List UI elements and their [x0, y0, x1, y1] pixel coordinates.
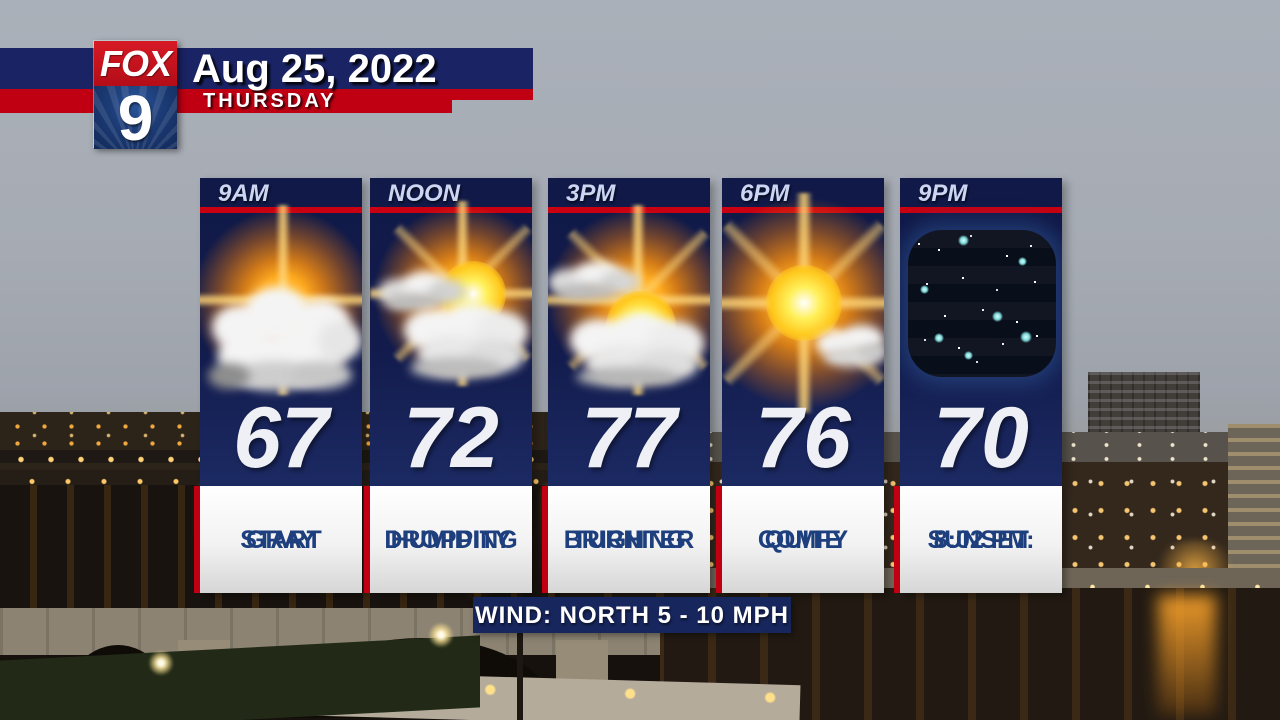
date-banner [0, 48, 533, 89]
partly-sunny-icon [548, 178, 710, 435]
day-banner [0, 89, 452, 113]
temperature: 77 [581, 390, 677, 486]
temperature: 76 [755, 390, 851, 486]
forecast-panel: 9AM 67 [200, 178, 362, 486]
fox9-logo: FOX 9 [93, 40, 177, 149]
clear-night-icon [900, 213, 1062, 391]
forecast-day: THURSDAY [203, 90, 337, 112]
forecast-panel: 3PM 77 [548, 178, 710, 486]
wind-bar: WIND: NORTH 5 - 10 MPH [473, 597, 791, 633]
channel-number: 9 [117, 86, 154, 149]
fox-wordmark: FOX [99, 42, 172, 84]
caption-line: GRAY [246, 525, 316, 554]
forecast-column-noon: NOON 72 DROPPING HUMIDITY [364, 178, 532, 593]
forecast-panel: 9PM 70 [900, 178, 1062, 486]
caption-box: QUITE COMFY [716, 486, 884, 593]
caption-box: SUNSET: 8:02 PM [894, 486, 1062, 593]
caption-box: TURNING BRIGHTER [542, 486, 710, 593]
forecast-panel: NOON 72 [370, 178, 532, 486]
fox-logo-bottom: 9 [94, 86, 177, 149]
mostly-sunny-icon [722, 178, 884, 459]
caption-line: QUITE [764, 525, 842, 554]
divider-line [900, 207, 1062, 213]
caption-line: START [240, 525, 322, 554]
mostly-cloudy-icon [200, 205, 362, 395]
partly-sunny-icon [370, 178, 532, 425]
forecast-panel: 6PM 76 [722, 178, 884, 486]
temperature: 72 [403, 390, 499, 486]
day-banner-extension [452, 89, 533, 100]
caption-line: SUNSET: [927, 525, 1035, 554]
fox-logo-top: FOX [94, 41, 177, 86]
temperature: 70 [933, 390, 1029, 486]
caption-line: 8:02 PM [933, 525, 1029, 554]
forecast-date: Aug 25, 2022 [192, 47, 437, 91]
bright-reflection [1158, 595, 1216, 715]
caption-line: DROPPING [384, 525, 518, 554]
forecast-column-9pm: 9PM 70 SUNSET: 8:02 PM [894, 178, 1062, 593]
caption-line: HUMIDITY [390, 525, 512, 554]
caption-line: COMFY [757, 525, 849, 554]
forecast-column-9am: 9AM 67 GRAY START [194, 178, 362, 593]
time-label: 9AM [218, 180, 269, 207]
forecast-column-3pm: 3PM 77 TURNING BRIGHTER [542, 178, 710, 593]
caption-line: TURNING [572, 525, 686, 554]
temperature: 67 [233, 390, 329, 486]
caption-box: DROPPING HUMIDITY [364, 486, 532, 593]
path-light [428, 622, 454, 648]
time-label: 9PM [918, 180, 968, 207]
caption-box: GRAY START [194, 486, 362, 593]
lamp-post [517, 556, 523, 720]
caption-line: BRIGHTER [563, 525, 695, 554]
path-light [148, 650, 174, 676]
forecast-column-6pm: 6PM 76 QUITE COMFY [716, 178, 884, 593]
